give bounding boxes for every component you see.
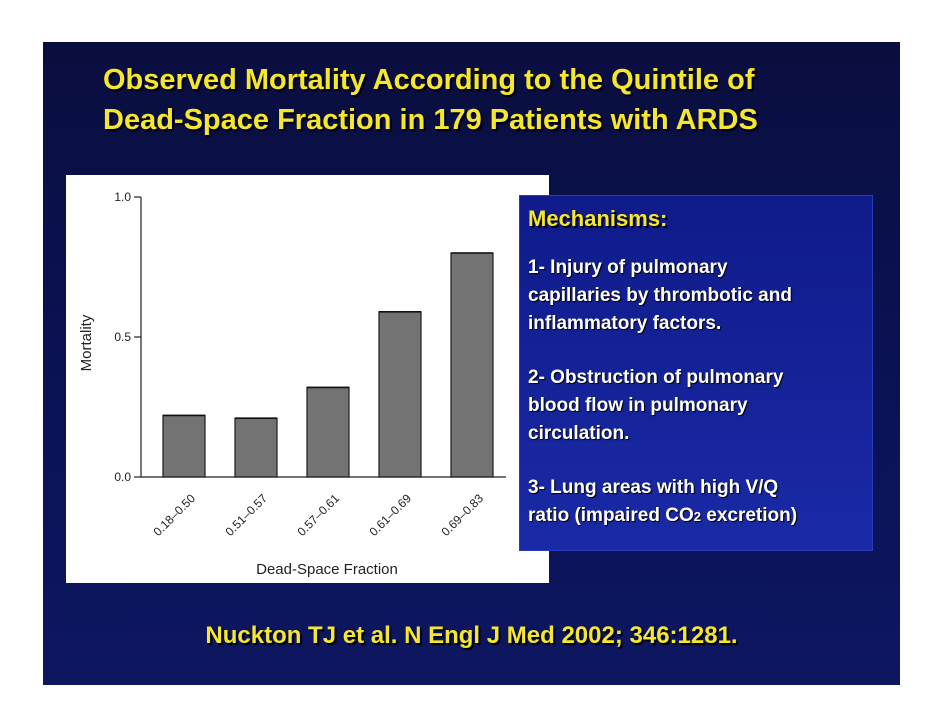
- bar: [378, 311, 422, 478]
- mechanism-item-2: 2- Obstruction of pulmonary blood flow i…: [528, 367, 784, 444]
- x-tick-label: 0.69–0.83: [438, 491, 486, 539]
- x-tick-label: 0.57–0.61: [294, 491, 342, 539]
- slide-title-line-2: Dead-Space Fraction in 179 Patients with…: [103, 104, 758, 136]
- co2-subscript: 2: [693, 509, 701, 524]
- mechanism-item-3: 3- Lung areas with high V/Q ratio (impai…: [528, 474, 864, 531]
- chart-panel: 0.0 0.5 1.0 Mortality 0.18–0.50 0.51–0.57 0.57…: [66, 175, 549, 583]
- bar: [162, 414, 206, 478]
- mechanisms-box: Mechanisms: 1- Injury of pulmonary capil…: [519, 195, 873, 551]
- bar: [450, 252, 494, 478]
- mechanisms-heading: Mechanisms:: [528, 206, 668, 231]
- x-tick-label: 0.18–0.50: [150, 491, 198, 539]
- bar: [234, 417, 278, 478]
- bar: [306, 386, 350, 478]
- y-axis-label: Mortality: [78, 314, 95, 371]
- slide-title-line-1: Observed Mortality According to the Quin…: [103, 64, 755, 96]
- x-axis-label: Dead-Space Fraction: [256, 561, 398, 578]
- y-tick-label: 0.0: [114, 470, 131, 484]
- slide-title: Observed Mortality According to the Quin…: [103, 60, 883, 140]
- mechanism-item-3-end: excretion): [700, 505, 798, 526]
- slide-background: Observed Mortality According to the Quin…: [43, 42, 900, 685]
- mortality-bar-chart: 0.0 0.5 1.0 Mortality 0.18–0.50 0.51–0.57 0.57…: [78, 190, 506, 578]
- y-tick-label: 0.5: [114, 330, 131, 344]
- mechanism-item-3-text: 3- Lung areas with high V/Q ratio (impai…: [528, 477, 779, 526]
- citation: Nuckton TJ et al. N Engl J Med 2002; 346…: [205, 622, 738, 649]
- x-tick-label: 0.61–0.69: [366, 491, 414, 539]
- mechanism-item-1: 1- Injury of pulmonary capillaries by th…: [528, 257, 792, 334]
- y-tick-label: 1.0: [114, 190, 131, 204]
- x-tick-label: 0.51–0.57: [222, 491, 270, 539]
